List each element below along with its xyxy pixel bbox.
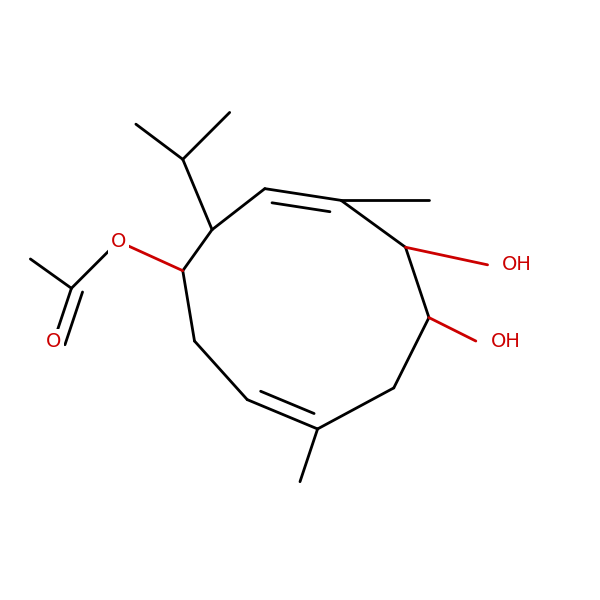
Text: O: O	[110, 232, 126, 251]
Text: OH: OH	[490, 332, 520, 350]
Text: OH: OH	[502, 256, 532, 274]
Text: O: O	[46, 332, 62, 350]
